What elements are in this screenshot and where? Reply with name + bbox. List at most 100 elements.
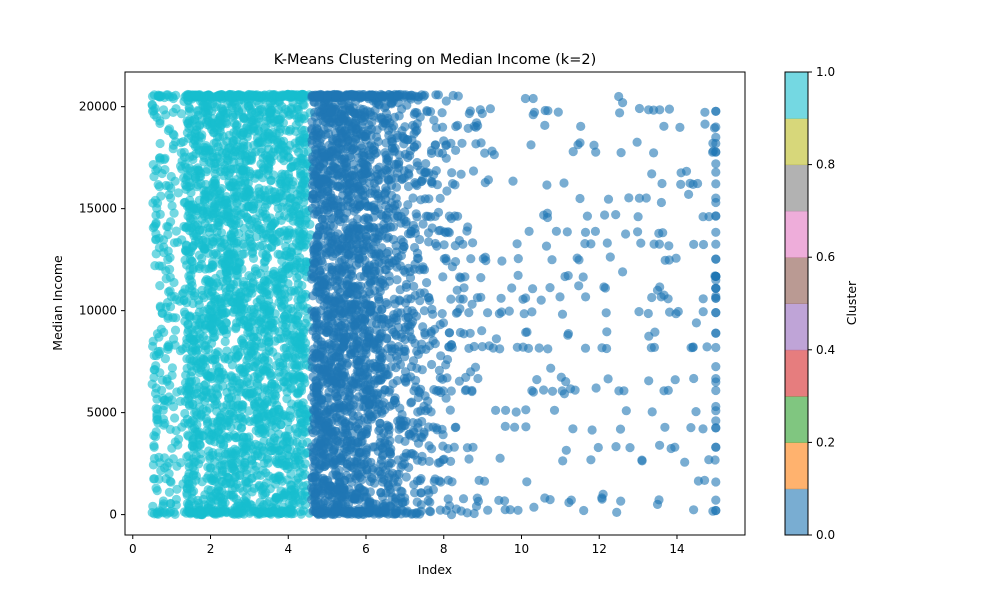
cluster-1-point xyxy=(200,153,210,163)
cluster-1-point xyxy=(258,249,268,259)
cluster-1-point xyxy=(196,259,206,269)
chart-title: K-Means Clustering on Median Income (k=2… xyxy=(274,52,596,68)
cluster-1-point xyxy=(150,261,160,271)
cluster-1-point xyxy=(206,300,216,310)
cluster-0-point xyxy=(376,455,387,465)
cluster-0-point xyxy=(435,505,445,515)
cluster-1-point xyxy=(263,270,273,280)
cluster-1-point xyxy=(221,490,231,500)
cluster-0-point xyxy=(388,222,399,232)
cluster-0-point xyxy=(427,178,437,188)
cluster-1-point xyxy=(187,441,197,451)
cluster-1-point xyxy=(283,169,293,179)
cluster-1-point xyxy=(170,176,180,186)
cluster-0-point xyxy=(392,275,402,285)
cluster-1-point xyxy=(195,329,205,339)
cluster-0-point xyxy=(396,211,406,222)
cluster-1-point xyxy=(257,338,267,348)
cluster-1-point xyxy=(246,169,256,179)
cluster-0-point xyxy=(395,285,405,295)
cluster-1-point xyxy=(238,150,248,160)
cluster-1-point xyxy=(255,241,265,251)
cluster-0-point xyxy=(427,304,437,314)
cluster-0-point xyxy=(451,121,461,132)
cluster-1-point xyxy=(266,157,276,167)
cluster-0-point xyxy=(412,455,423,465)
cluster-1-point xyxy=(185,264,195,274)
cluster-1-point xyxy=(293,113,303,123)
cluster-1-point xyxy=(239,164,249,174)
cluster-1-point xyxy=(286,314,296,324)
cluster-0-point xyxy=(435,320,445,330)
cluster-1-point xyxy=(172,461,182,471)
cluster-0-point xyxy=(403,181,414,192)
cluster-1-point xyxy=(248,312,258,322)
cluster-1-point xyxy=(247,216,257,226)
cluster-0-point xyxy=(441,96,451,106)
cluster-1-point xyxy=(235,365,245,375)
cluster-0-point xyxy=(361,342,371,352)
cluster-1-point xyxy=(151,403,161,414)
cluster-1-point xyxy=(262,499,272,509)
cluster-1-point xyxy=(271,194,281,204)
cluster-0-point xyxy=(402,100,412,110)
cluster-1-point xyxy=(237,105,247,115)
cluster-1-point xyxy=(283,352,293,362)
cluster-1-point xyxy=(197,130,207,140)
cluster-0-point xyxy=(450,422,460,433)
cluster-1-point xyxy=(184,102,194,113)
cluster-1-point xyxy=(298,463,308,473)
cluster-0-point xyxy=(381,210,391,220)
cluster-1-point xyxy=(253,332,263,342)
cluster-1-point xyxy=(281,261,291,271)
cluster-1-point xyxy=(254,424,264,434)
cluster-1-point xyxy=(261,193,271,203)
cluster-0-point xyxy=(353,340,364,350)
cluster-1-point xyxy=(295,263,306,273)
cluster-1-point xyxy=(284,213,294,223)
cluster-1-point xyxy=(153,180,163,190)
cluster-1-point xyxy=(164,469,174,479)
cluster-0-point xyxy=(419,306,429,316)
cluster-1-point xyxy=(234,470,245,481)
cluster-0-point xyxy=(422,278,432,288)
cluster-0-point xyxy=(424,194,434,204)
cluster-1-point xyxy=(165,424,175,434)
cluster-1-point xyxy=(226,400,236,410)
cluster-1-point xyxy=(194,300,204,310)
cluster-0-point xyxy=(418,322,428,332)
cluster-0-point xyxy=(491,334,501,344)
cluster-1-point xyxy=(283,417,293,427)
cluster-1-point xyxy=(207,338,217,348)
cluster-1-point xyxy=(147,507,157,518)
cluster-0-point xyxy=(416,474,426,484)
points-layer xyxy=(147,89,721,520)
cluster-1-point xyxy=(278,118,288,128)
cluster-1-point xyxy=(259,233,269,243)
cluster-1-point xyxy=(238,277,249,287)
cluster-1-point xyxy=(260,163,270,173)
cluster-1-point xyxy=(300,236,310,246)
cluster-1-point xyxy=(242,187,252,197)
cluster-1-point xyxy=(212,505,222,515)
cluster-1-point xyxy=(171,313,181,323)
cluster-1-point xyxy=(184,462,194,472)
cluster-0-point xyxy=(371,171,381,182)
cluster-1-point xyxy=(279,284,289,294)
cluster-1-point xyxy=(212,389,222,399)
cluster-1-point xyxy=(246,112,256,122)
cluster-1-point xyxy=(199,385,209,395)
cluster-1-point xyxy=(232,501,243,511)
cluster-1-point xyxy=(208,210,218,221)
cluster-0-point xyxy=(377,354,387,364)
cluster-1-point xyxy=(242,304,252,314)
cluster-1-point xyxy=(226,351,236,361)
cluster-0-point xyxy=(428,336,438,346)
cluster-1-point xyxy=(156,191,166,201)
cluster-1-point xyxy=(298,300,308,310)
cluster-1-point xyxy=(186,246,196,257)
cluster-1-point xyxy=(226,371,236,381)
cluster-1-point xyxy=(227,151,237,161)
cluster-0-point xyxy=(423,228,434,238)
cluster-1-point xyxy=(264,508,275,518)
